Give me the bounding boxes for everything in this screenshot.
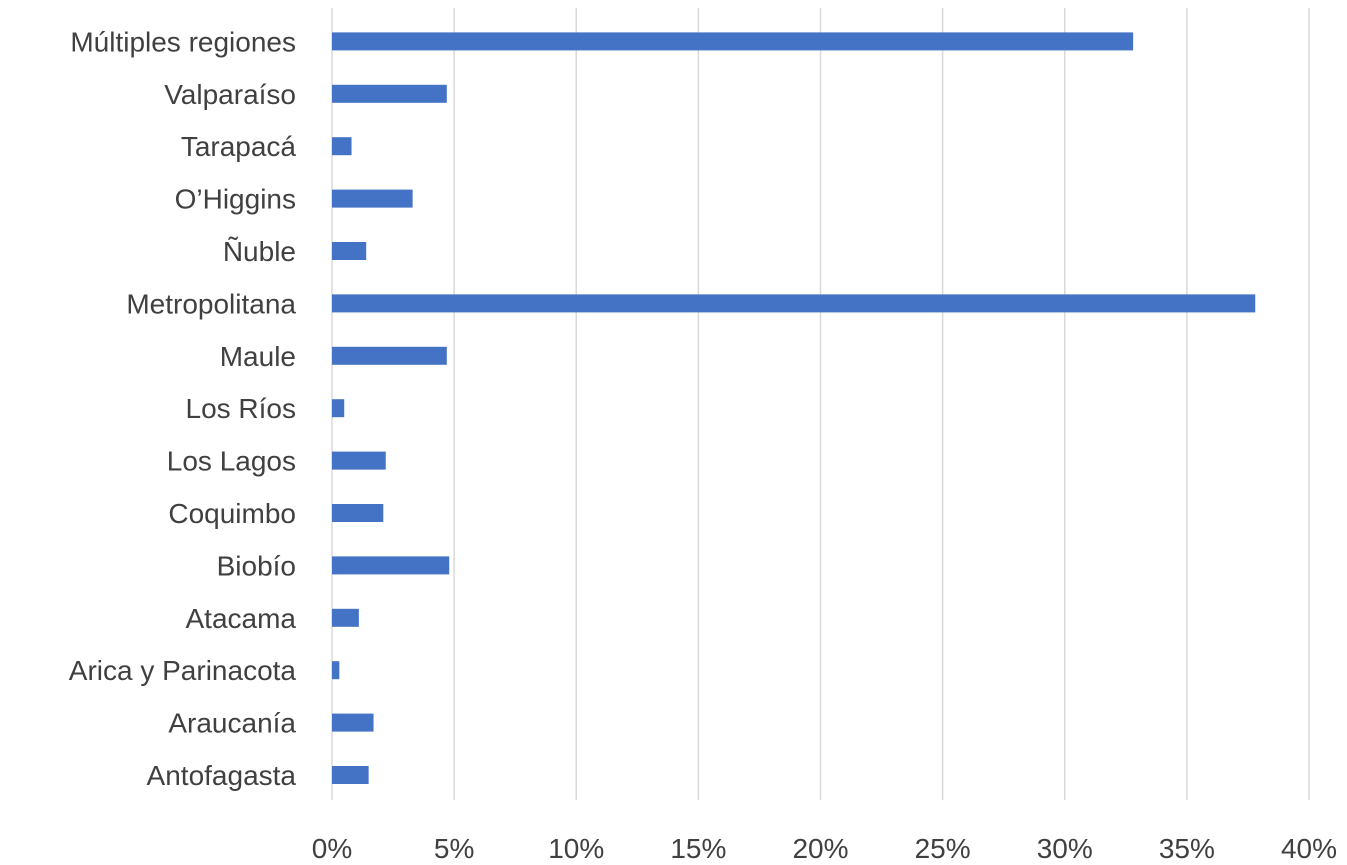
category-label: Atacama (186, 603, 297, 634)
x-tick-label: 15% (670, 833, 726, 864)
bar (332, 189, 413, 208)
x-tick-label: 5% (434, 833, 474, 864)
bar (332, 399, 345, 418)
bar (332, 84, 447, 103)
category-label: Los Lagos (167, 446, 296, 477)
category-label: Maule (220, 341, 296, 372)
x-tick-label: 35% (1159, 833, 1215, 864)
category-label: Araucanía (168, 708, 296, 739)
category-label: Biobío (217, 550, 296, 581)
bar (332, 766, 369, 784)
x-tick-labels: 0% 5% 10% 15% 20% 25% 30% 35% 40% (312, 833, 1337, 864)
category-label: Coquimbo (168, 498, 296, 529)
category-label: Valparaíso (164, 79, 296, 110)
bar (332, 504, 384, 522)
bar (332, 661, 340, 680)
category-label: Antofagasta (147, 760, 297, 791)
bar (332, 713, 374, 732)
x-tick-label: 40% (1281, 833, 1337, 864)
bar (332, 556, 450, 575)
bar (332, 294, 1256, 313)
category-label: Arica y Parinacota (69, 655, 297, 686)
x-tick-label: 30% (1037, 833, 1093, 864)
bar (332, 346, 447, 365)
category-label: O’Higgins (175, 184, 296, 215)
category-labels: Antofagasta Araucanía Arica y Parinacota At… (69, 26, 297, 791)
x-tick-label: 20% (792, 833, 848, 864)
category-label: Los Ríos (186, 393, 297, 424)
bar (332, 242, 367, 260)
x-tick-label: 25% (915, 833, 971, 864)
category-label: Metropolitana (126, 288, 296, 319)
category-label: Tarapacá (181, 131, 297, 162)
bars (332, 32, 1256, 784)
category-label: Múltiples regiones (70, 26, 296, 57)
bar (332, 137, 352, 156)
category-label: Ñuble (223, 236, 296, 267)
gridlines (331, 8, 1310, 800)
bar (332, 608, 359, 627)
x-tick-label: 0% (312, 833, 352, 864)
x-tick-label: 10% (548, 833, 604, 864)
bar (332, 451, 386, 470)
bar (332, 32, 1134, 51)
